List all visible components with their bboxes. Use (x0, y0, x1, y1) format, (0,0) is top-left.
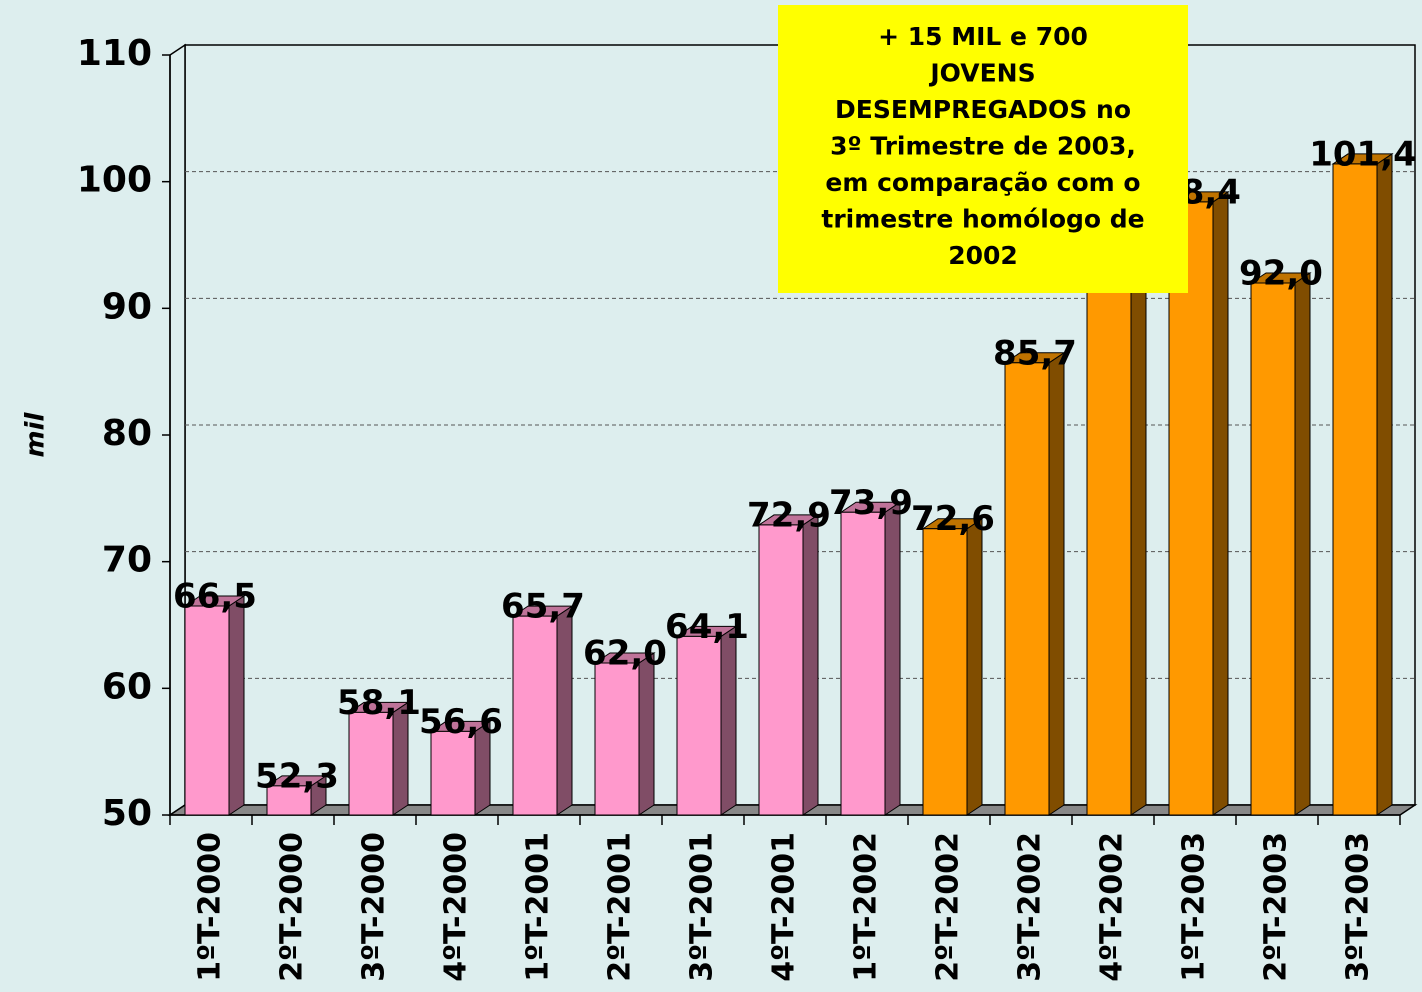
bar-front (840, 511, 886, 816)
annotation-line: trimestre homólogo de (821, 205, 1144, 234)
x-tick-label: 4ºT-2001 (767, 832, 802, 982)
annotation: + 15 MIL e 700 JOVENS DESEMPREGADOS no 3º T… (778, 5, 1188, 293)
x-tick-label: 1ºT-2003 (1177, 832, 1212, 982)
annotation-box (778, 5, 1188, 293)
annotation-line: JOVENS (928, 59, 1035, 88)
bar (1085, 234, 1148, 816)
bar-front (430, 730, 476, 816)
x-tick-label: 1ºT-2002 (849, 832, 884, 982)
bar (183, 595, 246, 816)
bar-side (884, 501, 901, 816)
bar-front (1086, 244, 1132, 816)
y-tick-label: 70 (102, 540, 152, 581)
side-wall (169, 43, 186, 817)
value-label: 85,7 (993, 333, 1077, 373)
bar-side (1376, 152, 1393, 816)
annotation-line: 2002 (948, 241, 1018, 270)
annotation-line: em comparação com o (825, 168, 1140, 197)
bar-side (556, 605, 573, 816)
x-tick-label: 3ºT-2002 (1013, 832, 1048, 982)
x-tick-label: 1ºT-2000 (193, 832, 228, 982)
value-label: 92,0 (1239, 254, 1323, 294)
bar (757, 513, 820, 816)
bar (1003, 351, 1066, 816)
bar (511, 605, 574, 816)
value-label: 56,6 (419, 702, 503, 742)
bar-front (1004, 362, 1050, 816)
bar-front (594, 662, 640, 816)
y-tick-label: 50 (102, 793, 152, 834)
bar (1249, 272, 1312, 816)
bar (265, 774, 328, 816)
x-tick-label: 2ºT-2003 (1259, 832, 1294, 982)
bar-front (922, 528, 968, 816)
value-label: 101,4 (1309, 134, 1417, 174)
annotation-line: 3º Trimestre de 2003, (830, 132, 1136, 161)
bar-front (266, 785, 312, 816)
bar-side (1212, 190, 1229, 816)
bar-side (1130, 234, 1147, 816)
bar-front (184, 605, 230, 816)
value-label: 72,6 (911, 499, 995, 539)
bar-side (802, 513, 819, 816)
x-tick-label: 3ºT-2000 (357, 832, 392, 982)
y-tick-label: 80 (102, 413, 152, 454)
bar (921, 517, 984, 816)
x-tick-label: 4ºT-2000 (439, 832, 474, 982)
bar-front (676, 635, 722, 816)
bar-side (228, 595, 245, 816)
bar (675, 625, 738, 816)
y-tick-label: 60 (102, 666, 152, 707)
bar (839, 501, 902, 816)
bar-front (1332, 163, 1378, 816)
bar-side (1294, 272, 1311, 816)
value-label: 73,9 (829, 483, 913, 523)
bar-side (638, 652, 655, 816)
value-label: 64,1 (665, 607, 749, 647)
value-label: 58,1 (337, 683, 421, 723)
y-tick-label: 100 (77, 160, 152, 201)
value-label: 66,5 (173, 577, 257, 617)
value-label: 62,0 (583, 634, 667, 674)
bar-front (348, 711, 394, 816)
bar (347, 701, 410, 816)
y-tick-label: 90 (102, 286, 152, 327)
bar (1167, 190, 1230, 816)
bar-side (966, 517, 983, 816)
x-tick-label: 2ºT-2002 (931, 832, 966, 982)
plot: 50 60 70 80 90 100 110 66,5 1ºT-2000 52,3 2ºT-2000… (77, 33, 1418, 982)
annotation-line: + 15 MIL e 700 (878, 22, 1088, 51)
x-tick-label: 2ºT-2001 (603, 832, 638, 982)
y-axis-label: mil (21, 411, 51, 457)
x-tick-label: 3ºT-2001 (685, 832, 720, 982)
bar (593, 652, 656, 816)
bar (429, 720, 492, 816)
x-tick-label: 1ºT-2001 (521, 832, 556, 982)
bar-side (1048, 351, 1065, 816)
x-tick-label: 2ºT-2000 (275, 832, 310, 982)
value-label: 72,9 (747, 495, 831, 535)
x-tick-label: 3ºT-2003 (1341, 832, 1376, 982)
bar (1331, 152, 1394, 816)
value-label: 52,3 (255, 756, 339, 796)
y-tick-label: 110 (77, 33, 152, 74)
bar-front (758, 524, 804, 816)
bar-side (720, 625, 737, 816)
bar-front (1250, 282, 1296, 816)
annotation-line: DESEMPREGADOS no (835, 95, 1131, 124)
value-label: 65,7 (501, 587, 585, 627)
bar-front (1168, 201, 1214, 816)
bar-front (512, 615, 558, 816)
x-tick-label: 4ºT-2002 (1095, 832, 1130, 982)
